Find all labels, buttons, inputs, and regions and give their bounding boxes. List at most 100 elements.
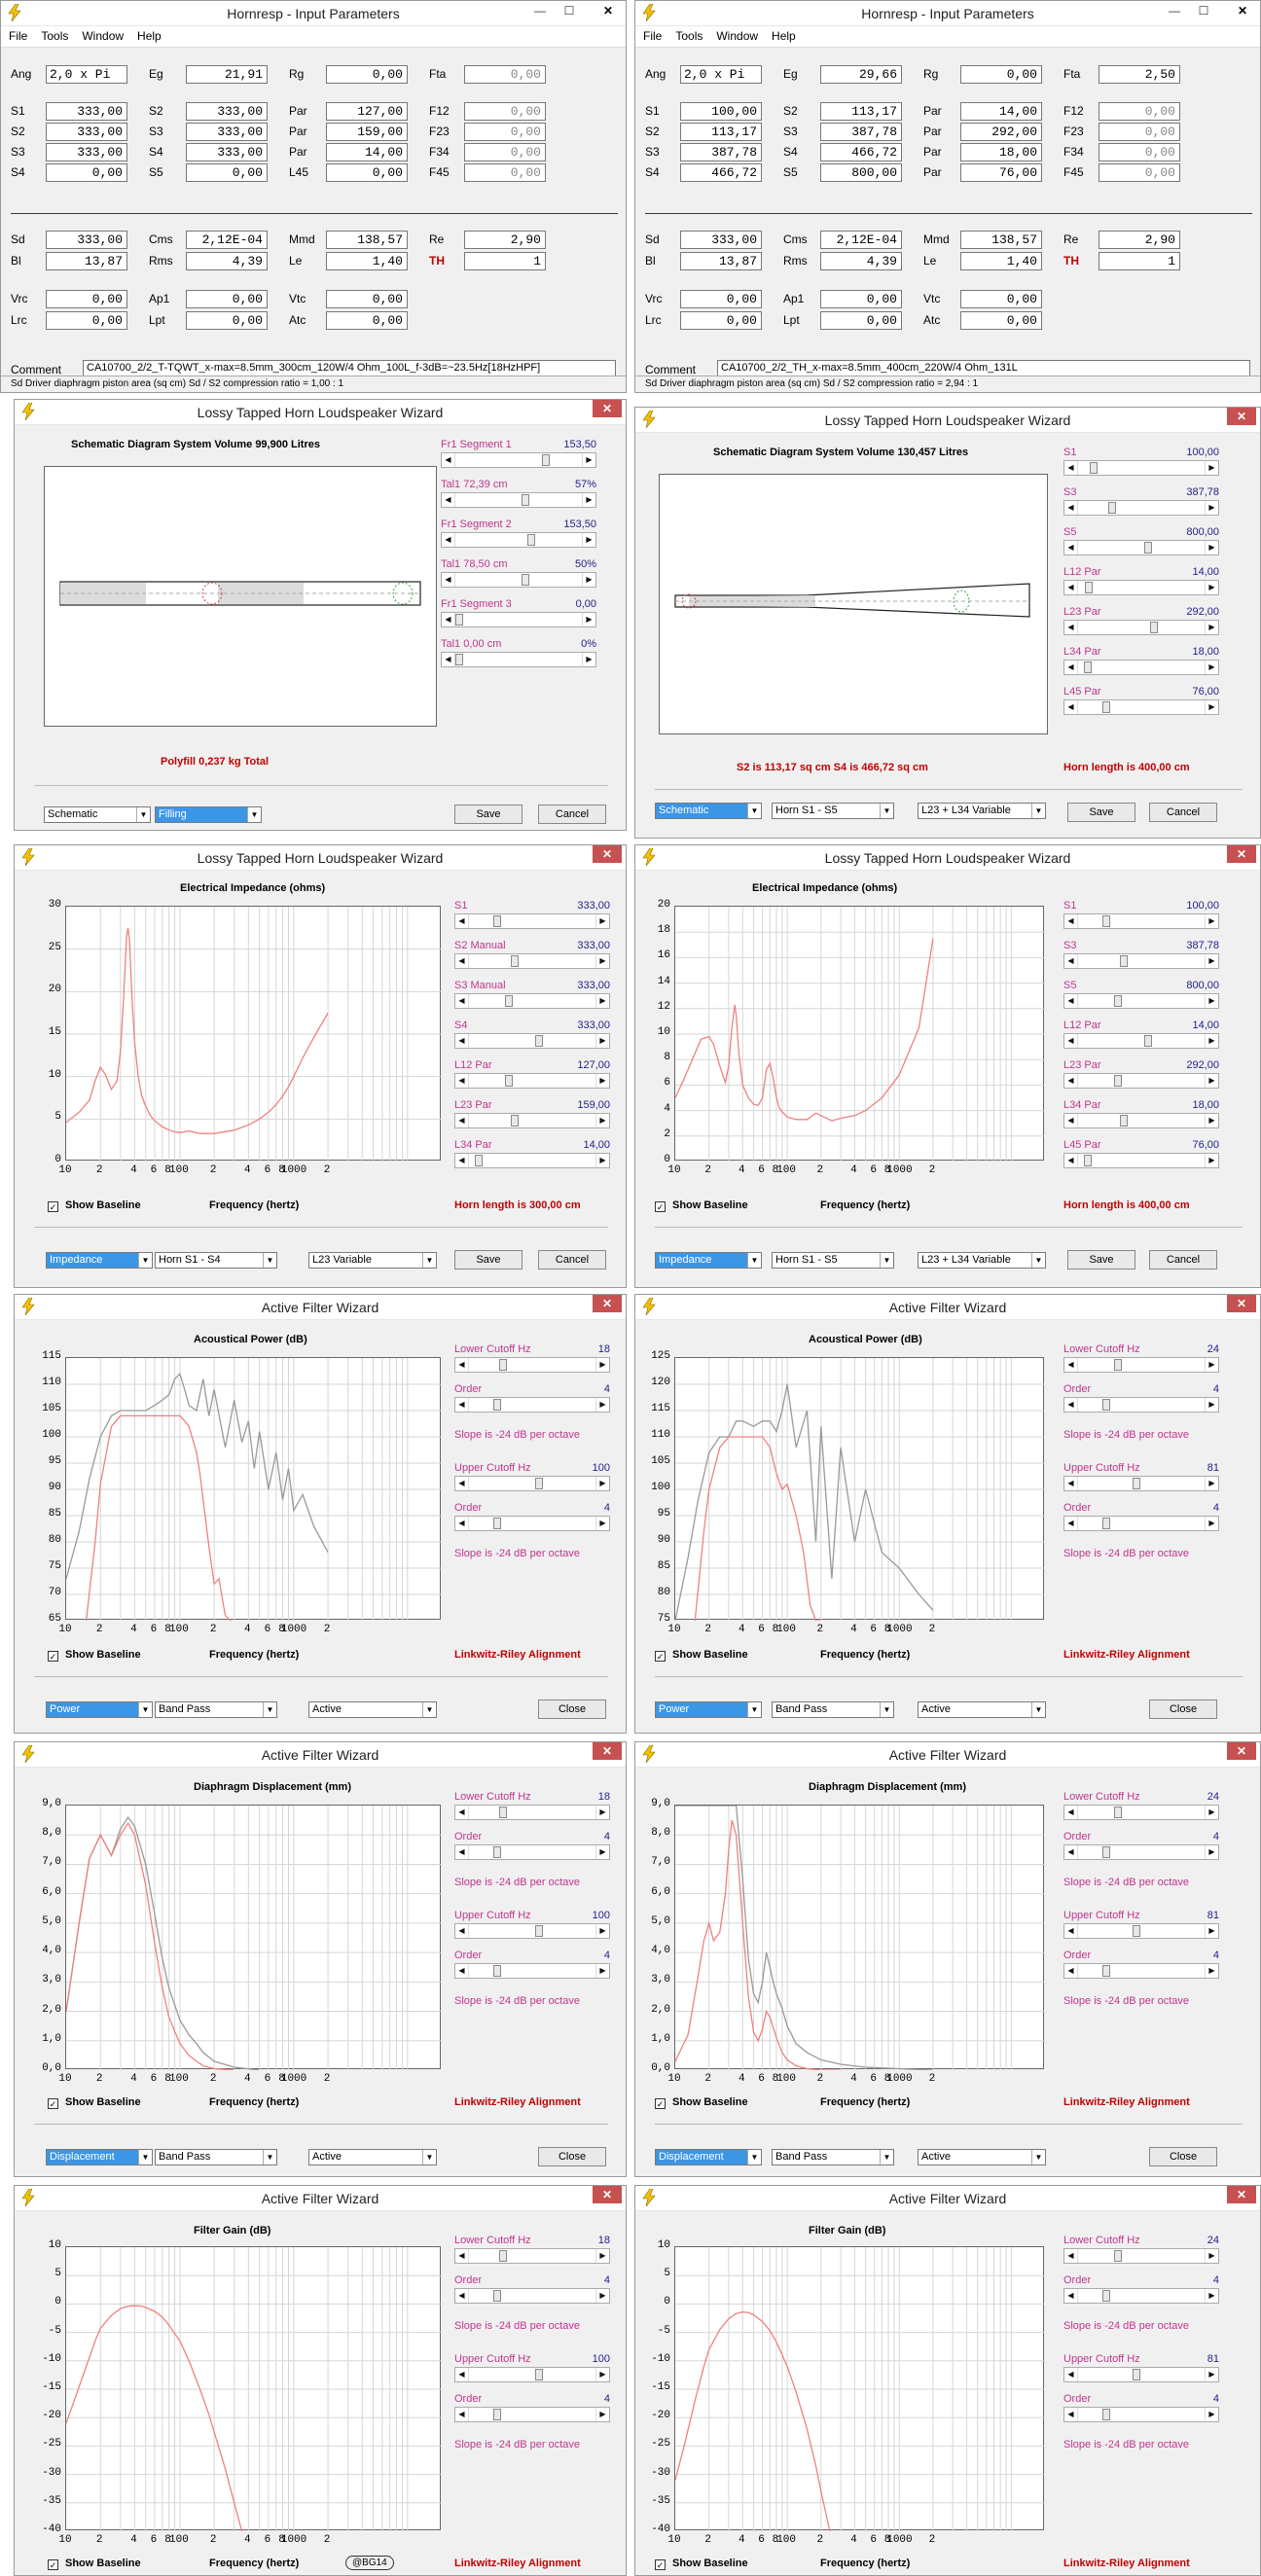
param-field-mmd[interactable]: 138,57	[326, 231, 408, 249]
arrow-right-icon[interactable]: ▶	[1205, 1034, 1218, 1048]
slider-5[interactable]: ◀ ▶	[441, 612, 596, 627]
cancel-button[interactable]: Cancel	[1149, 803, 1217, 822]
slider-thumb[interactable]	[1101, 2409, 1110, 2420]
arrow-right-icon[interactable]: ▶	[595, 1806, 609, 1819]
param-field-s4[interactable]: 466,72	[820, 143, 902, 161]
arrow-right-icon[interactable]: ▶	[1205, 1358, 1218, 1372]
dropdown-active[interactable]: Active ▼	[918, 2149, 1046, 2165]
dropdown-band-pass[interactable]: Band Pass ▼	[155, 1701, 277, 1718]
slider-thumb[interactable]	[1101, 2290, 1110, 2302]
dropdown-schematic[interactable]: Schematic ▼	[655, 803, 762, 819]
param-field-th[interactable]: 1	[464, 252, 546, 270]
slider-thumb[interactable]	[1132, 1478, 1140, 1489]
dropdown-filling[interactable]: Filling ▼	[155, 806, 262, 823]
close-icon[interactable]: ✕	[593, 845, 622, 863]
arrow-left-icon[interactable]: ◀	[1064, 461, 1078, 475]
chevron-down-icon[interactable]: ▼	[1031, 1253, 1045, 1268]
slider-3[interactable]: ◀ ▶	[454, 1923, 610, 1939]
slider-thumb[interactable]	[455, 654, 463, 665]
arrow-left-icon[interactable]: ◀	[442, 653, 455, 666]
param-field-atc[interactable]: 0,00	[960, 311, 1042, 330]
slider-5[interactable]: ◀ ▶	[454, 1073, 610, 1089]
arrow-left-icon[interactable]: ◀	[455, 914, 469, 928]
chevron-down-icon[interactable]: ▼	[247, 807, 261, 822]
arrow-left-icon[interactable]: ◀	[1064, 1845, 1078, 1859]
arrow-right-icon[interactable]: ▶	[595, 1358, 609, 1372]
slider-1[interactable]: ◀ ▶	[1063, 913, 1219, 929]
slider-thumb[interactable]	[511, 955, 520, 967]
param-field-vrc[interactable]: 0,00	[46, 290, 127, 308]
slider-thumb[interactable]	[499, 2250, 507, 2262]
save-button[interactable]: Save	[454, 805, 522, 824]
maximize-icon[interactable]: ☐	[1198, 4, 1209, 18]
slider-5[interactable]: ◀ ▶	[1063, 620, 1219, 635]
dropdown-active[interactable]: Active ▼	[918, 1701, 1046, 1718]
arrow-right-icon[interactable]: ▶	[582, 533, 595, 547]
slider-thumb[interactable]	[1114, 1807, 1123, 1818]
show-baseline-checkbox[interactable]: ✓	[48, 2559, 58, 2570]
arrow-left-icon[interactable]: ◀	[455, 2368, 469, 2381]
slider-3[interactable]: ◀ ▶	[1063, 1476, 1219, 1491]
close-icon[interactable]: ✕	[593, 400, 622, 417]
arrow-left-icon[interactable]: ◀	[455, 994, 469, 1008]
menu-item-tools[interactable]: Tools	[675, 29, 703, 43]
arrow-left-icon[interactable]: ◀	[442, 493, 455, 507]
arrow-right-icon[interactable]: ▶	[595, 1074, 609, 1088]
param-field-th[interactable]: 1	[1099, 252, 1180, 270]
param-field-vtc[interactable]: 0,00	[960, 290, 1042, 308]
slider-thumb[interactable]	[1085, 582, 1094, 593]
dropdown-impedance[interactable]: Impedance ▼	[46, 1252, 153, 1269]
param-field-re[interactable]: 2,90	[1099, 231, 1180, 249]
param-field-s4[interactable]: 0,00	[46, 163, 127, 182]
param-field-s5[interactable]: 800,00	[820, 163, 902, 182]
arrow-left-icon[interactable]: ◀	[1064, 994, 1078, 1008]
slider-3[interactable]: ◀ ▶	[1063, 1923, 1219, 1939]
param-field-par[interactable]: 127,00	[326, 102, 408, 121]
save-button[interactable]: Save	[1067, 803, 1135, 822]
param-field-eg[interactable]: 29,66	[820, 65, 902, 84]
chevron-down-icon[interactable]: ▼	[747, 804, 761, 818]
arrow-right-icon[interactable]: ▶	[595, 1517, 609, 1530]
slider-thumb[interactable]	[535, 1925, 544, 1937]
slider-thumb[interactable]	[1084, 1155, 1093, 1166]
param-field-f12[interactable]: 0,00	[464, 102, 546, 121]
chevron-down-icon[interactable]: ▼	[747, 1702, 761, 1717]
param-field-ang[interactable]: 2,0 x Pi	[46, 65, 127, 84]
close-icon[interactable]: ✕	[593, 1742, 622, 1760]
slider-4[interactable]: ◀ ▶	[454, 2407, 610, 2422]
arrow-right-icon[interactable]: ▶	[595, 1034, 609, 1048]
arrow-right-icon[interactable]: ▶	[582, 653, 595, 666]
arrow-left-icon[interactable]: ◀	[455, 1477, 469, 1490]
param-field-s2[interactable]: 333,00	[46, 123, 127, 141]
arrow-right-icon[interactable]: ▶	[1205, 2408, 1218, 2421]
slider-thumb[interactable]	[499, 1359, 507, 1371]
slider-3[interactable]: ◀ ▶	[454, 1476, 610, 1491]
arrow-left-icon[interactable]: ◀	[1064, 541, 1078, 555]
param-field-eg[interactable]: 21,91	[186, 65, 268, 84]
arrow-right-icon[interactable]: ▶	[595, 2249, 609, 2263]
slider-thumb[interactable]	[492, 2409, 501, 2420]
param-field-mmd[interactable]: 138,57	[960, 231, 1042, 249]
close-icon[interactable]: ✕	[1227, 1742, 1256, 1760]
arrow-right-icon[interactable]: ▶	[1205, 1398, 1218, 1412]
slider-1[interactable]: ◀ ▶	[1063, 1357, 1219, 1373]
arrow-right-icon[interactable]: ▶	[582, 613, 595, 626]
slider-thumb[interactable]	[535, 1478, 544, 1489]
arrow-left-icon[interactable]: ◀	[1064, 1964, 1078, 1978]
arrow-right-icon[interactable]: ▶	[595, 914, 609, 928]
show-baseline-checkbox[interactable]: ✓	[48, 2098, 58, 2109]
close-icon[interactable]: ✕	[593, 1295, 622, 1312]
slider-thumb[interactable]	[1132, 1925, 1140, 1937]
dropdown-band-pass[interactable]: Band Pass ▼	[772, 1701, 894, 1718]
arrow-left-icon[interactable]: ◀	[455, 1924, 469, 1938]
param-field-s2[interactable]: 113,17	[680, 123, 762, 141]
slider-7[interactable]: ◀ ▶	[454, 1153, 610, 1168]
dropdown-l23-l34-variable[interactable]: L23 + L34 Variable ▼	[918, 803, 1046, 819]
arrow-left-icon[interactable]: ◀	[455, 1964, 469, 1978]
arrow-left-icon[interactable]: ◀	[1064, 2249, 1078, 2263]
slider-thumb[interactable]	[1101, 915, 1110, 927]
arrow-left-icon[interactable]: ◀	[1064, 581, 1078, 594]
param-field-cms[interactable]: 2,12E-04	[186, 231, 268, 249]
param-field-s2[interactable]: 333,00	[186, 102, 268, 121]
arrow-right-icon[interactable]: ▶	[1205, 621, 1218, 634]
